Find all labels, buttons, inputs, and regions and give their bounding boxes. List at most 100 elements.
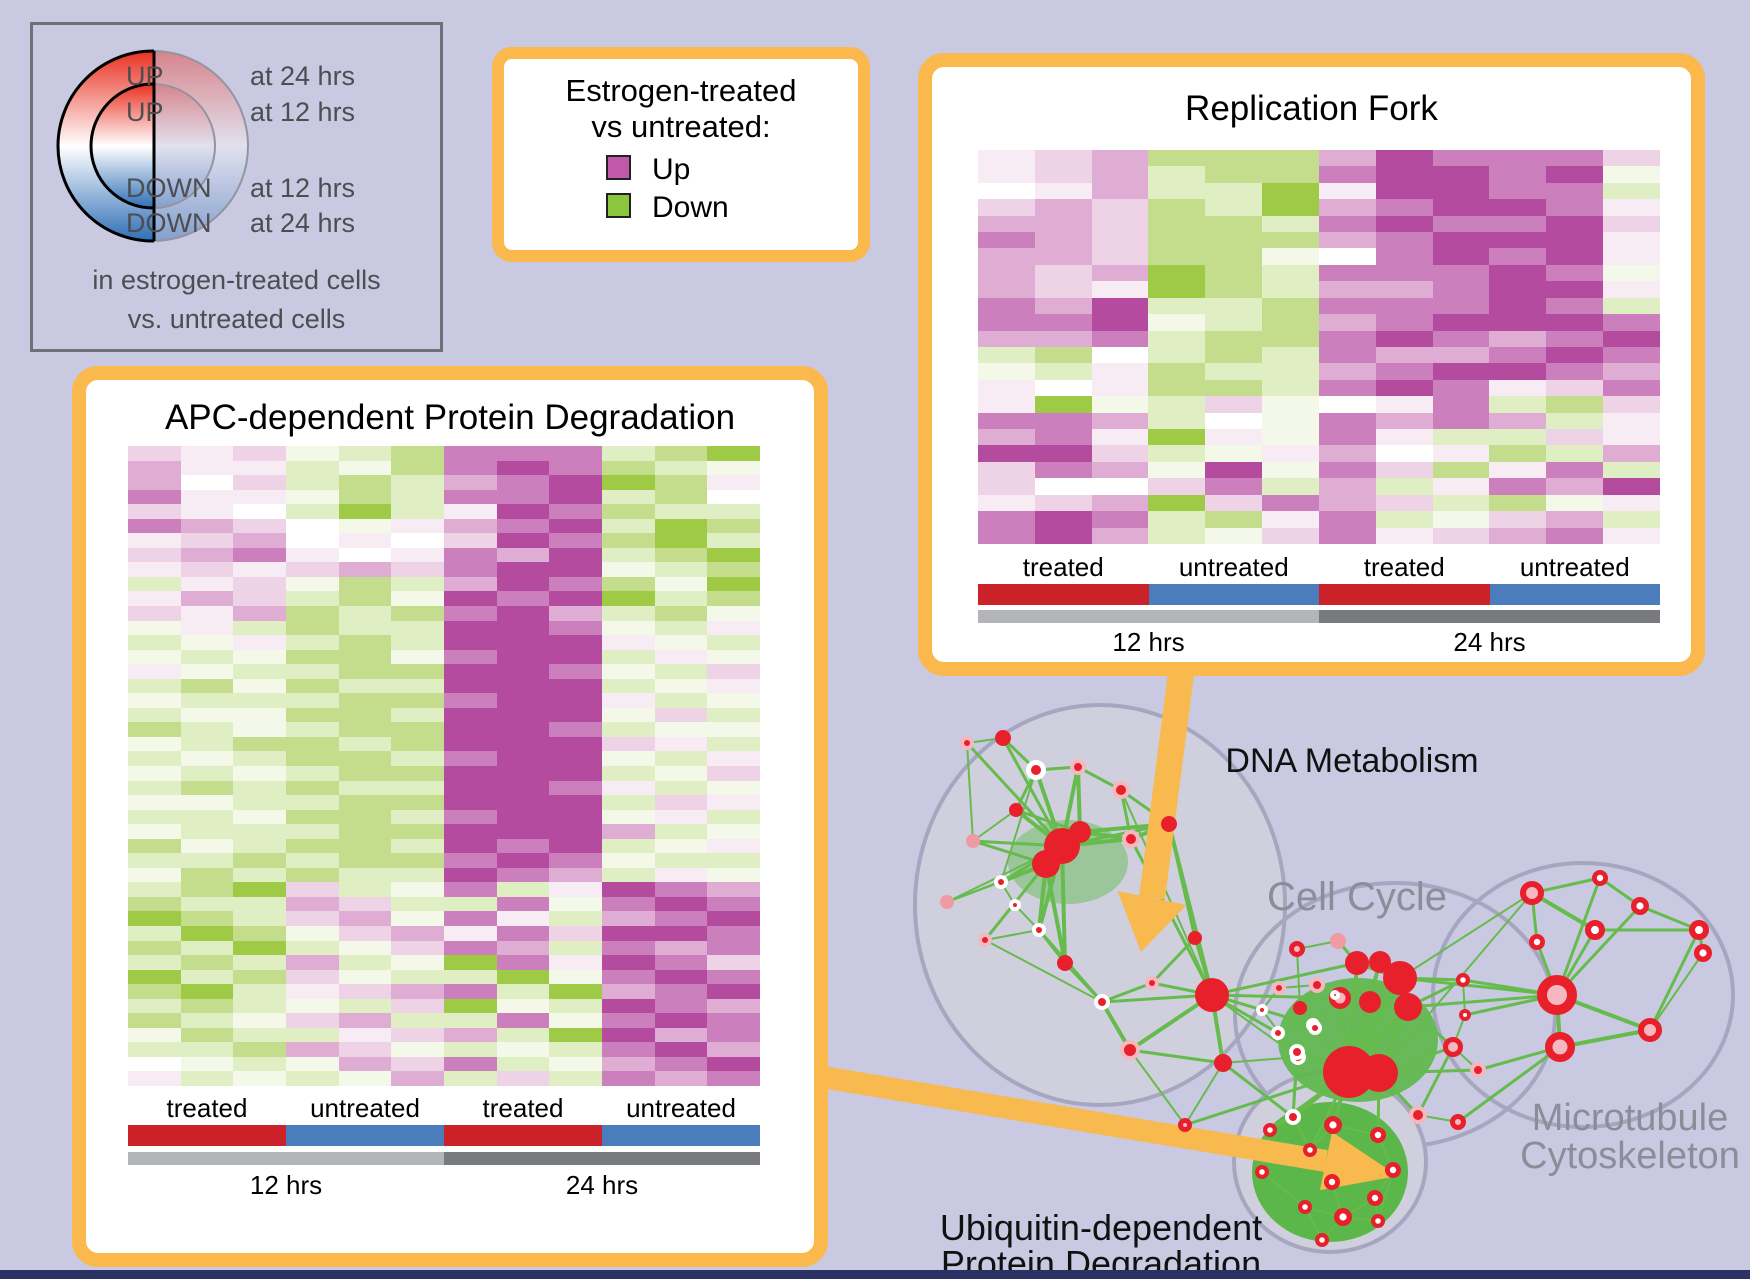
- down-label: Down: [652, 191, 729, 224]
- heatmap-cell: [286, 896, 339, 912]
- network-edge: [1648, 929, 1701, 1031]
- down-color-swatch: [606, 193, 631, 218]
- heatmap-cell: [707, 576, 760, 592]
- heatmap-cell: [444, 518, 497, 534]
- heatmap-cell: [391, 765, 444, 781]
- heatmap-cell: [286, 518, 339, 534]
- heatmap-cell: [1489, 248, 1547, 265]
- heatmap-cell: [286, 547, 339, 563]
- heatmap-cell: [180, 707, 234, 723]
- heatmap-cell: [496, 649, 550, 665]
- heatmap-cell: [1546, 379, 1604, 397]
- heatmap-cell: [338, 780, 392, 796]
- heatmap-cell: [1091, 248, 1149, 265]
- heatmap-cell: [286, 751, 339, 766]
- heatmap-cell: [338, 955, 392, 970]
- heatmap-cell: [1375, 215, 1433, 233]
- heatmap-cell: [978, 478, 1035, 495]
- heatmap-cell: [233, 751, 286, 766]
- heatmap-cell: [1091, 412, 1149, 430]
- apc-panel: APC-dependent Protein Degradation treate…: [72, 366, 828, 1267]
- heatmap-cell: [1318, 232, 1376, 249]
- heatmap-cell: [338, 576, 392, 592]
- heatmap-cell: [444, 896, 497, 912]
- heatmap-cell: [1489, 264, 1547, 282]
- heatmap-cell: [180, 911, 234, 926]
- heatmap-cell: [338, 1013, 392, 1028]
- heatmap-cell: [444, 678, 497, 694]
- heatmap-cell: [1034, 264, 1092, 282]
- heatmap-cell: [707, 605, 760, 621]
- heatmap-cell: [549, 664, 602, 679]
- network-node-ring: [1302, 1142, 1317, 1157]
- heatmap-cell: [496, 955, 550, 970]
- heatmap-cell: [1432, 527, 1490, 544]
- heatmap-cell: [1091, 281, 1149, 298]
- heatmap-cell: [1034, 445, 1092, 462]
- rf-condition-bars: [978, 584, 1660, 605]
- network-node-ring: [1324, 1174, 1341, 1191]
- heatmap-cell: [444, 795, 497, 810]
- heatmap-cell: [1262, 281, 1319, 298]
- network-node-ring: [1630, 897, 1649, 916]
- heatmap-cell: [654, 925, 708, 941]
- heatmap-cell: [233, 1027, 286, 1043]
- heatmap-cell: [1091, 478, 1149, 495]
- heatmap-cell: [128, 780, 181, 796]
- heatmap-cell: [602, 475, 655, 490]
- heatmap-cell: [978, 166, 1035, 183]
- heatmap-cell: [707, 998, 760, 1014]
- heatmap-cell: [549, 533, 602, 548]
- heatmap-cell: [707, 838, 760, 854]
- apc-bar-untreated-12: [286, 1125, 444, 1146]
- network-node-ring: [1592, 870, 1609, 887]
- rf-group-untreated-12: untreated: [1178, 552, 1289, 582]
- heatmap-cell: [1489, 396, 1547, 413]
- heatmap-cell: [1148, 412, 1206, 430]
- heatmap-cell: [286, 1056, 339, 1072]
- heatmap-cell: [391, 605, 444, 621]
- heatmap-cell: [1034, 330, 1092, 347]
- heatmap-cell: [496, 809, 550, 825]
- heatmap-cell: [391, 664, 444, 679]
- heatmap-cell: [1205, 346, 1263, 364]
- rf-group-labels: treated untreated treated untreated: [978, 552, 1660, 583]
- heatmap-cell: [1318, 297, 1376, 315]
- heatmap-cell: [233, 882, 286, 897]
- heatmap-cell: [602, 707, 655, 723]
- heatmap-cell: [602, 736, 655, 752]
- heatmap-cell: [444, 1042, 497, 1057]
- heatmap-cell: [128, 853, 181, 868]
- network-edge: [1222, 1061, 1294, 1119]
- heatmap-cell: [1432, 232, 1490, 249]
- heatmap-cell: [1034, 478, 1092, 495]
- rf-group-untreated-24: untreated: [1519, 552, 1630, 582]
- network-edge: [1261, 1171, 1306, 1208]
- heatmap-cell: [1034, 527, 1092, 544]
- heatmap-cell: [1375, 527, 1433, 544]
- heatmap-cell: [444, 867, 497, 883]
- heatmap-cell: [1489, 314, 1547, 331]
- heatmap-cell: [496, 925, 550, 941]
- heatmap-cell: [496, 693, 550, 708]
- network-node-pinkring: [1309, 977, 1325, 993]
- heatmap-cell: [1603, 314, 1660, 331]
- heatmap-cell: [654, 1013, 708, 1028]
- heatmap-cell: [1262, 330, 1319, 347]
- heatmap-cell: [1262, 494, 1319, 512]
- network-node-solid: [1360, 1054, 1398, 1092]
- heatmap-cell: [1603, 330, 1660, 347]
- network-node-solid: [1069, 821, 1091, 843]
- heatmap-cell: [391, 824, 444, 839]
- heatmap-cell: [1262, 199, 1319, 216]
- heatmap-cell: [1432, 429, 1490, 446]
- heatmap-cell: [444, 853, 497, 868]
- heatmap-cell: [602, 896, 655, 912]
- heatmap-cell: [128, 475, 181, 490]
- apc-label-24hrs: 24 hrs: [565, 1170, 639, 1200]
- heatmap-cell: [338, 1027, 392, 1043]
- heatmap-cell: [549, 722, 602, 737]
- heatmap-cell: [1034, 150, 1092, 167]
- heatmap-cell: [286, 722, 339, 737]
- network-node-halo: [1094, 994, 1110, 1010]
